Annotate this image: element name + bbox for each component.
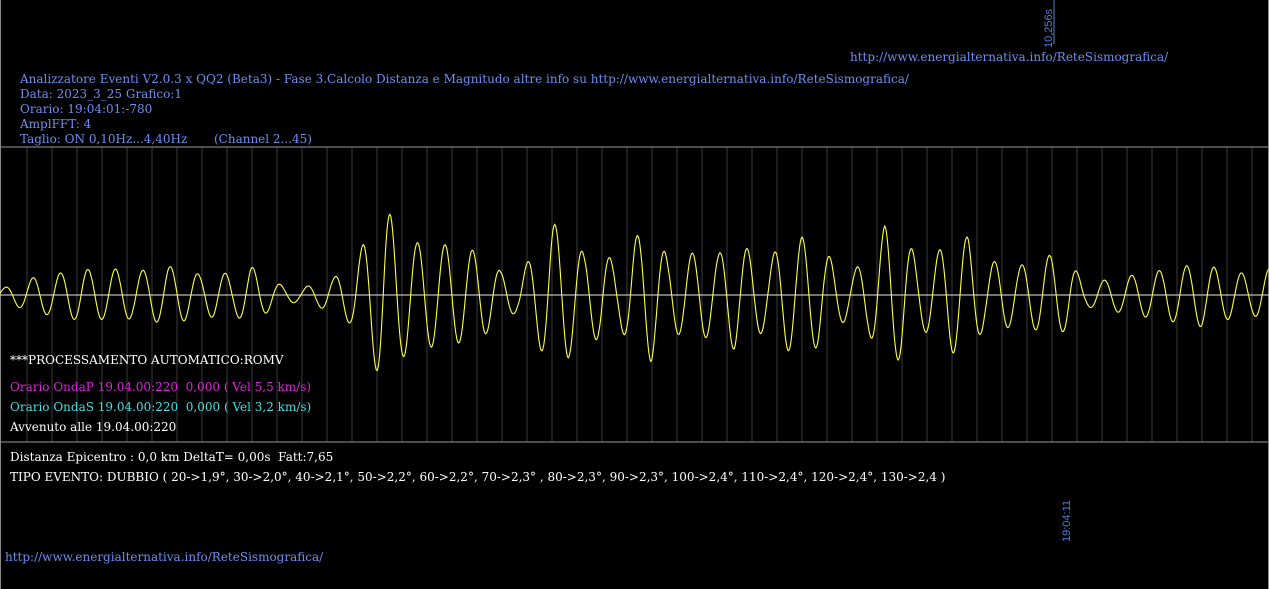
header-time: Orario: 19:04:01:-780 <box>20 102 153 116</box>
end-time-label: 19:04:11 <box>1061 499 1073 542</box>
header-date: Data: 2023_3_25 Grafico:1 <box>20 87 182 101</box>
top-url-link[interactable]: http://www.energialternativa.info/ReteSi… <box>850 50 1169 64</box>
footer-url-link[interactable]: http://www.energialternativa.info/ReteSi… <box>5 550 324 564</box>
onda-s-time: Orario OndaS 19.04.00:220 0,000 ( Vel 3,… <box>10 400 312 414</box>
header-title: Analizzatore Eventi V2.0.3 x QQ2 (Beta3)… <box>20 72 909 86</box>
event-type: TIPO EVENTO: DUBBIO ( 20->1,9°, 30->2,0°… <box>10 470 946 484</box>
epicenter-distance: Distanza Epicentro : 0,0 km DeltaT= 0,00… <box>10 450 334 464</box>
header-filter: Taglio: ON 0,10Hz...4,40Hz (Channel 2...… <box>20 132 312 146</box>
onda-p-time: Orario OndaP 19.04.00:220 0,000 ( Vel 5,… <box>10 380 312 394</box>
event-time: Avvenuto alle 19.04.00:220 <box>10 420 177 434</box>
seismic-trace <box>0 213 1269 372</box>
scale-label: 10,256s <box>1043 8 1055 48</box>
processing-title: ***PROCESSAMENTO AUTOMATICO:ROMV <box>10 353 284 367</box>
header-amplfft: AmplFFT: 4 <box>20 117 92 131</box>
